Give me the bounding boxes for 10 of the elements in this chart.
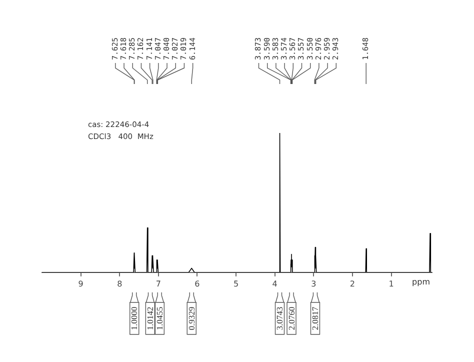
x-axis-title: ppm [412, 277, 430, 286]
x-tick-label: 3 [311, 279, 316, 288]
x-tick-label: 9 [78, 279, 84, 288]
x-tick-label: 4 [272, 279, 278, 288]
x-tick-label: 7 [156, 279, 161, 288]
x-tick-label: 6 [194, 279, 200, 288]
x-tick-label: 5 [233, 279, 239, 288]
x-tick-label: 2 [350, 279, 355, 288]
x-tick-label: 8 [117, 279, 122, 288]
x-tick-label: 1 [388, 279, 394, 288]
